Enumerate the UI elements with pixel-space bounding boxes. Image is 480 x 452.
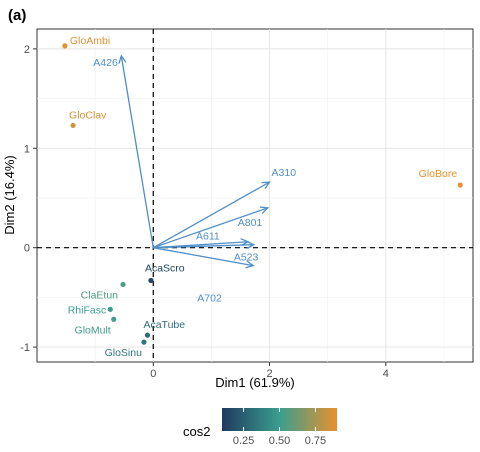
point-label-globore: GloBore xyxy=(419,168,458,180)
legend-tick-label: 0.25 xyxy=(233,435,254,447)
arrow-a523 xyxy=(153,244,254,249)
y-axis-label: Dim2 (16.4%) xyxy=(2,155,17,234)
x-tick-label: 0 xyxy=(150,368,156,380)
point-label-glosinu: GloSinu xyxy=(105,347,143,359)
y-tick-label: 1 xyxy=(24,143,30,155)
arrow-label-a310: A310 xyxy=(272,167,297,179)
point-claetun xyxy=(120,281,126,288)
cos2-legend: cos2 0.25 0.50 0.75 xyxy=(183,408,337,447)
arrow-a310 xyxy=(152,181,270,249)
arrowhead-a426 xyxy=(118,54,127,64)
panel-label: (a) xyxy=(8,7,26,24)
legend-colorbar xyxy=(222,408,337,431)
arrow-a702 xyxy=(153,247,254,267)
arrow-label-a611: A611 xyxy=(196,231,220,243)
legend-title: cos2 xyxy=(183,424,210,439)
arrowhead-a801 xyxy=(259,206,270,215)
point-acatube xyxy=(144,332,151,338)
arrowhead-a523 xyxy=(246,240,256,249)
point-rhifasc xyxy=(107,306,113,312)
reference-lines xyxy=(37,29,473,362)
arrow-a426 xyxy=(120,55,154,248)
arrow-label-a523: A523 xyxy=(234,252,259,264)
y-tick-label: 2 xyxy=(24,44,30,56)
point-label-gloambi: GloAmbi xyxy=(70,35,110,47)
legend-ticks: 0.25 0.50 0.75 xyxy=(233,408,326,447)
legend-tick-label: 0.50 xyxy=(269,435,290,447)
point-gloambi xyxy=(62,43,68,49)
point-label-glomult: GloMult xyxy=(75,324,111,336)
point-acascro xyxy=(148,277,154,284)
arrow-label-a702: A702 xyxy=(197,293,222,305)
x-axis-label: Dim1 (61.9%) xyxy=(215,375,294,390)
point-label-rhifasc: RhiFasc xyxy=(68,304,107,316)
y-tick-label: -1 xyxy=(20,342,30,354)
variable-arrows: A426 A310 A801 A611 A523 A702 xyxy=(93,54,297,305)
x-tick-label: 2 xyxy=(266,368,272,380)
grid-lines xyxy=(37,29,473,362)
individual-points: GloAmbi GloClav GloBore AcaScro ClaEtun RhiFa… xyxy=(62,35,463,359)
point-gloclav xyxy=(70,122,76,129)
y-tick-label: 0 xyxy=(24,243,30,255)
arrow-label-a426: A426 xyxy=(93,57,118,69)
plot-background xyxy=(36,28,474,363)
point-label-gloclav: GloClav xyxy=(69,109,107,121)
arrow-a801 xyxy=(153,207,269,249)
point-glosinu xyxy=(141,339,147,345)
point-label-acascro: AcaScro xyxy=(145,262,185,274)
point-glomult xyxy=(111,316,117,322)
legend-tick-label: 0.75 xyxy=(305,435,326,447)
point-label-claetun: ClaEtun xyxy=(81,289,119,301)
axes: 0 2 4 -1 0 1 2 xyxy=(20,44,389,380)
point-globore xyxy=(457,182,463,188)
arrow-label-a801: A801 xyxy=(238,217,263,229)
x-tick-label: 4 xyxy=(383,368,389,380)
arrowhead-a702 xyxy=(245,260,255,269)
arrowhead-a310 xyxy=(261,181,271,190)
point-label-acatube: AcaTube xyxy=(143,319,185,331)
